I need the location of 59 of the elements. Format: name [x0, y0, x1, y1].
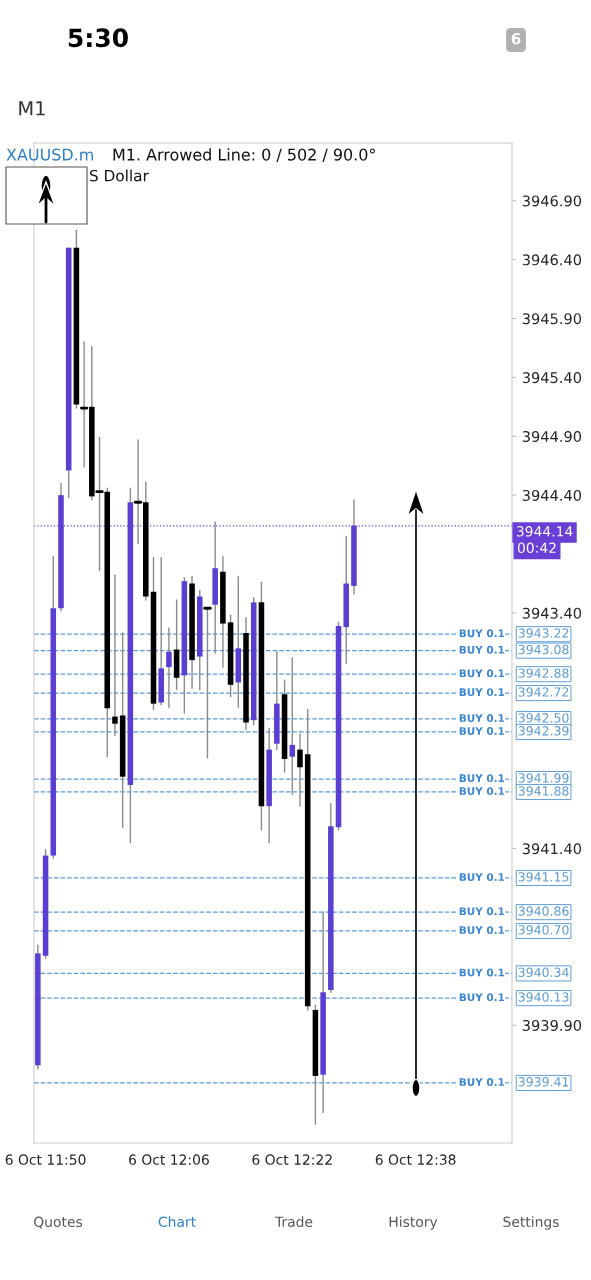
annotation: BUY 0.1	[459, 873, 505, 881]
ref-line-label: 3944.14	[516, 526, 573, 537]
y-tick-label: 3939.90	[522, 1019, 582, 1031]
annotation: BUY 0.1	[459, 968, 505, 977]
text: Quotes	[34, 1216, 83, 1229]
text: Chart	[158, 1216, 196, 1228]
ref-line-label: 3940.34	[518, 967, 569, 978]
chart-title: XAUUSD.m	[6, 148, 93, 161]
annotation: BUY 0.1	[459, 645, 505, 654]
candlestick	[112, 574, 118, 737]
annotation: S Dollar	[90, 169, 149, 182]
y-tick-label: 3944.90	[522, 431, 582, 443]
candlestick	[289, 657, 296, 796]
chart-subtitle: M1. Arrowed Line: 0 / 502 / 90.0°	[113, 148, 375, 162]
text: 6	[511, 32, 521, 45]
x-tick-label: 6 Oct 12:38	[375, 1154, 456, 1165]
text: M1	[19, 101, 45, 116]
annotation: BUY 0.1	[459, 787, 505, 796]
annotation: BUY 0.1	[459, 688, 505, 697]
text: Settings	[503, 1216, 559, 1230]
text: 5:30	[68, 28, 128, 48]
annotation: BUY 0.1	[459, 1078, 505, 1086]
text: 00:42	[517, 542, 556, 554]
ref-line-label: 3942.39	[518, 726, 569, 736]
annotation: BUY 0.1	[459, 774, 505, 783]
ref-line-label: 3942.88	[518, 668, 569, 678]
y-tick-label: 3946.40	[522, 254, 582, 266]
ref-line-label: 3940.13	[518, 992, 569, 1002]
y-tick-label: 3943.40	[522, 607, 582, 619]
x-tick-label: 6 Oct 11:50	[5, 1154, 86, 1165]
annotation: BUY 0.1	[459, 714, 505, 722]
annotation: BUY 0.1	[459, 926, 505, 935]
candlestick	[203, 606, 212, 759]
text: History	[389, 1216, 438, 1230]
ref-line-label: 3939.41	[518, 1077, 569, 1087]
ref-line-label: 3941.99	[518, 773, 569, 783]
y-tick-label: 3941.40	[522, 843, 582, 855]
annotation: BUY 0.1	[459, 907, 505, 916]
text: Trade	[274, 1216, 313, 1228]
annotation: BUY 0.1	[459, 669, 505, 678]
annotation: BUY 0.1	[459, 993, 505, 1002]
y-tick-label: 3945.90	[522, 313, 582, 325]
ref-line-label: 3943.08	[518, 644, 569, 655]
y-tick-label: 3944.40	[522, 489, 582, 501]
ref-line-label: 3940.70	[518, 925, 569, 935]
ref-line-label: 3942.50	[518, 713, 569, 723]
candlestick	[297, 733, 303, 807]
y-tick-label: 3945.40	[522, 372, 582, 384]
ref-line-label: 3941.88	[518, 786, 569, 796]
ref-line-label: 3940.86	[518, 906, 569, 916]
candlestick	[166, 627, 172, 708]
x-tick-label: 6 Oct 12:22	[252, 1154, 332, 1165]
ref-line-label: 3943.22	[518, 628, 569, 638]
x-tick-label: 6 Oct 12:06	[129, 1154, 209, 1165]
annotation: BUY 0.1	[459, 629, 505, 638]
annotation: BUY 0.1	[459, 727, 505, 735]
ref-line-label: 3941.15	[518, 872, 569, 882]
y-tick-label: 3946.90	[522, 195, 582, 207]
ref-line-label: 3942.72	[518, 687, 569, 697]
